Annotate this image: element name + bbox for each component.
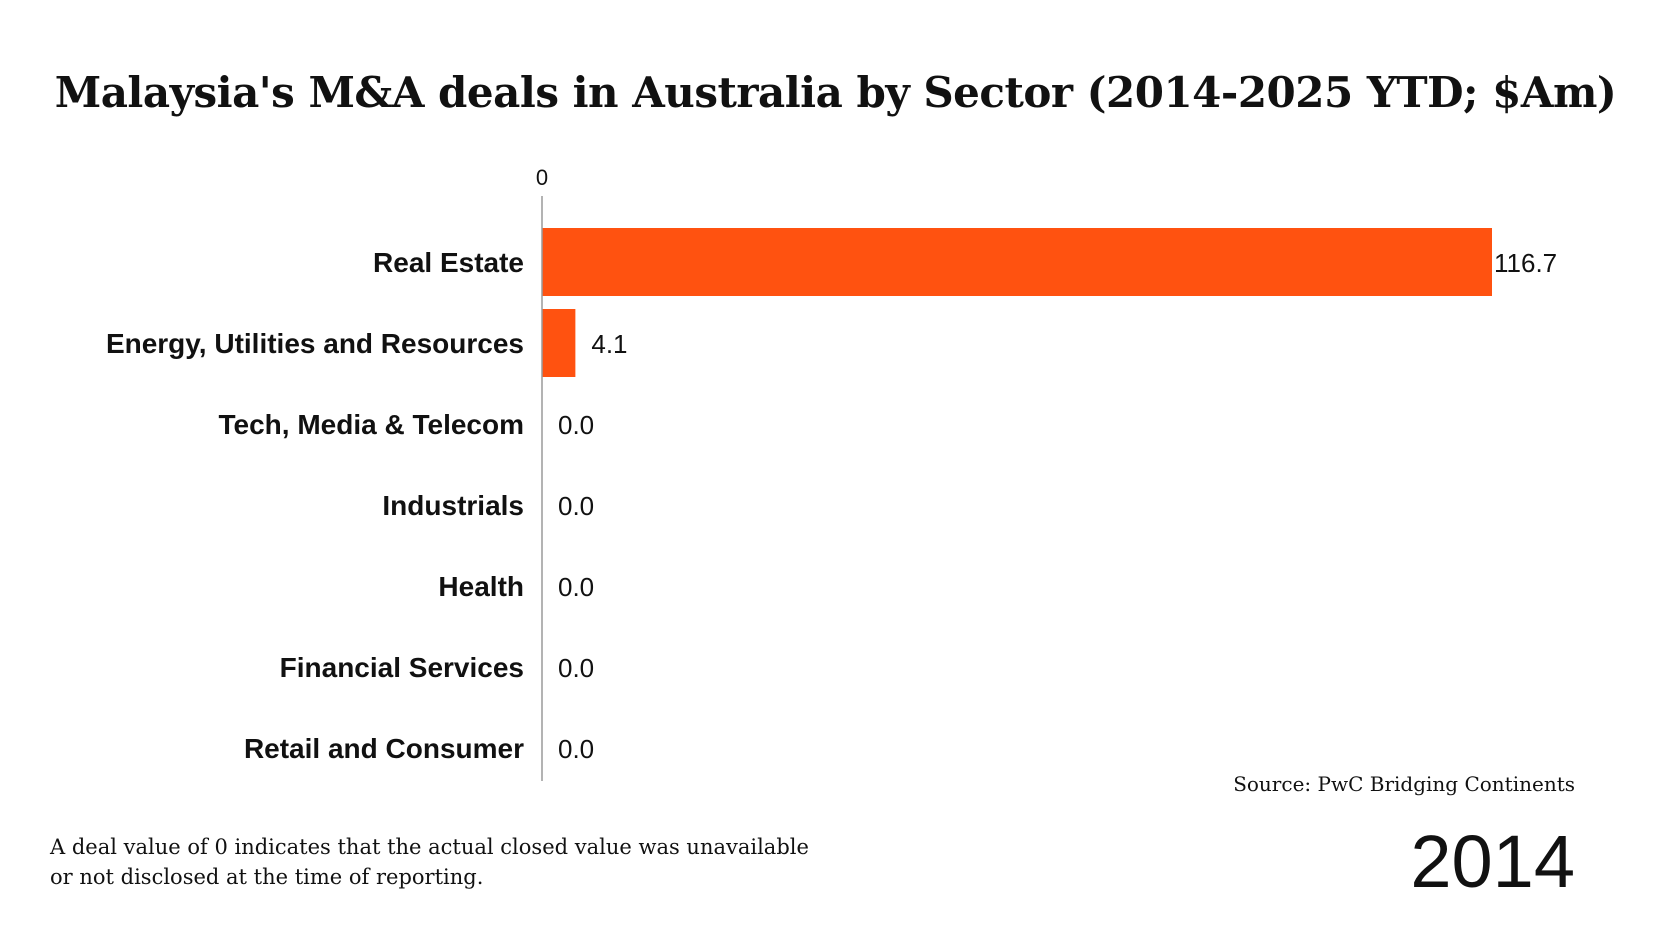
chart-title: Malaysia's M&A deals in Australia by Sec… — [54, 68, 1617, 117]
category-label-6: Retail and Consumer — [244, 733, 524, 764]
value-label-1: 4.1 — [591, 329, 627, 359]
source-note: Source: PwC Bridging Continents — [1233, 772, 1575, 796]
x-tick-label-0: 0 — [536, 165, 548, 190]
category-label-5: Financial Services — [280, 652, 524, 683]
bar-0 — [542, 228, 1492, 296]
category-label-4: Health — [438, 571, 524, 602]
value-label-2: 0.0 — [558, 410, 594, 440]
value-label-5: 0.0 — [558, 653, 594, 683]
value-label-0: 116.7 — [1494, 248, 1557, 278]
value-label-6: 0.0 — [558, 734, 594, 764]
category-label-1: Energy, Utilities and Resources — [106, 328, 524, 359]
footnote: A deal value of 0 indicates that the act… — [50, 835, 809, 889]
bar-1 — [542, 309, 576, 377]
category-label-2: Tech, Media & Telecom — [219, 409, 524, 440]
category-label-3: Industrials — [382, 490, 524, 521]
bars-layer: Real Estate 116.7 Energy, Utilities and Re… — [106, 228, 1557, 764]
value-label-3: 0.0 — [558, 491, 594, 521]
value-label-4: 0.0 — [558, 572, 594, 602]
year-label: 2014 — [1410, 820, 1575, 903]
category-label-0: Real Estate — [373, 247, 524, 278]
